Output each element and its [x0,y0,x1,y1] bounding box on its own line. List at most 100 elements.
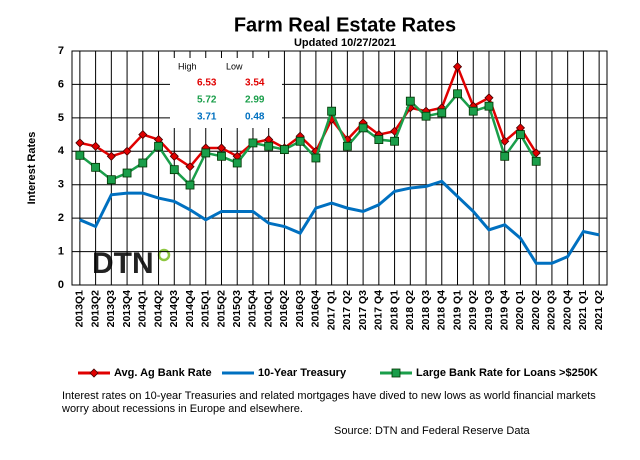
x-tick-label: 2016Q2 [278,290,290,328]
point [311,153,321,163]
note: Interest rates on 10-year Treasuries and… [62,390,596,415]
summary-header: High [178,61,197,71]
summary-value: 6.53 [197,78,217,89]
summary-box [170,58,282,128]
point [390,136,399,146]
x-tick-label: 2016Q3 [294,290,306,328]
x-tick-label: 2019 Q1 [451,290,463,330]
x-tick-label: 2016Q4 [310,290,322,328]
x-tick-label: 2019 Q4 [499,290,511,330]
x-tick-label: 2014Q2 [152,290,164,328]
x-tick-label: 2017 Q2 [341,290,353,330]
point [75,138,85,148]
plot-border [71,50,608,286]
point [452,62,463,72]
summary-value: 2.99 [245,95,265,106]
point [531,156,541,166]
summary-value: 5.72 [197,95,217,106]
point [500,151,510,161]
x-tick-label: 2013Q1 [74,290,86,328]
x-tick-label: 2015Q2 [215,290,227,328]
point [342,141,352,151]
notes: Interest rates on 10-year Treasuries and… [62,390,596,437]
point [500,136,510,146]
point [169,165,179,175]
y-tick-label: 6 [58,78,64,90]
point [154,141,163,151]
y-tick-label: 4 [58,145,65,157]
point [248,138,258,148]
x-tick-label: 2014Q1 [137,290,149,328]
x-tick-label: 2015Q4 [247,290,259,328]
y-tick-label: 1 [58,245,64,257]
legend-label: 10-Year Treasury [258,367,347,379]
legend-marker [89,368,99,378]
point [264,141,274,151]
x-tick-label: 2018 Q2 [404,290,416,330]
x-tick-label: 2021 Q2 [593,290,605,330]
x-tick-label: 2020 Q4 [561,290,573,330]
point [185,162,195,172]
point [91,141,101,151]
legend-label: Large Bank Rate for Loans >$250K [416,367,598,379]
x-tick-label: 2014Q4 [184,290,196,328]
y-tick-label: 2 [58,212,64,224]
x-tick-label: 2017 Q4 [373,290,385,330]
point [374,135,384,144]
y-axis-label: Interest Rates [26,132,38,205]
logo: DTN [92,247,154,280]
x-tick-label: 2019 Q2 [467,290,479,330]
point [516,130,525,139]
summary-value: 0.48 [245,112,265,123]
point [106,175,116,185]
point [122,168,132,178]
x-tick-label: 2016Q1 [262,290,274,328]
series-line [79,179,600,265]
x-tick-label: 2019 Q3 [483,290,495,330]
summary-header: Low [226,61,243,71]
x-tick-label: 2018 Q1 [388,290,400,330]
point [327,106,337,116]
summary-value: 3.54 [245,78,265,89]
point [232,158,242,168]
series-line [79,91,538,188]
point [405,96,415,106]
x-tick-label: 2013Q4 [121,290,133,328]
x-tick-label: 2020 Q3 [546,290,558,330]
point [280,145,289,155]
x-tick-label: 2013Q2 [89,290,101,328]
source: Source: DTN and Federal Reserve Data [334,425,530,437]
point [295,136,305,146]
y-tick-label: 0 [58,279,64,291]
point [421,111,431,121]
chart-title: Farm Real Estate Rates [234,14,456,36]
point [106,151,116,161]
x-tick-label: 2015Q3 [231,290,243,328]
point [138,158,148,168]
legend-label: Avg. Ag Bank Rate [114,367,212,379]
point [138,130,148,140]
x-tick-label: 2021 Q1 [577,290,589,330]
x-tick-label: 2017 Q1 [325,290,337,330]
x-tick-label: 2018 Q3 [420,290,432,330]
summary-value: 3.71 [197,112,217,123]
legend-marker [391,368,401,378]
y-tick-label: 7 [58,45,64,57]
point [91,162,101,172]
x-tick-label: 2013Q3 [105,290,117,328]
x-tick-label: 2014Q3 [168,290,180,328]
point [437,108,447,118]
x-tick-label: 2020 Q1 [514,290,526,330]
x-tick-label: 2020 Q2 [530,290,542,330]
point [201,148,211,158]
chart-subtitle: Updated 10/27/2021 [294,37,396,49]
x-tick-label: 2015Q1 [200,290,212,328]
point [122,146,132,156]
x-tick-label: 2018 Q4 [436,290,448,330]
point [75,150,85,160]
point [358,123,368,133]
point [484,101,494,111]
point [217,151,226,161]
x-tick-label: 2017 Q3 [357,290,369,330]
